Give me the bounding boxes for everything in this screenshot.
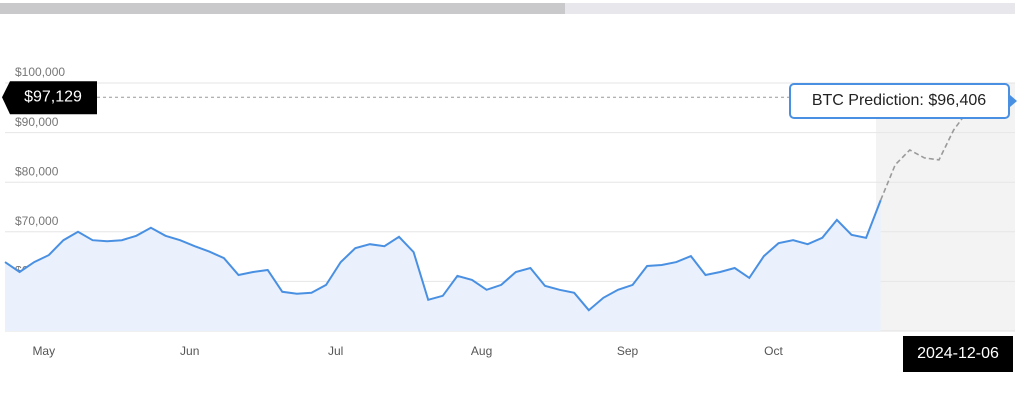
x-tick-label: Jun: [180, 344, 199, 358]
x-tick-label: Jul: [328, 344, 343, 358]
tooltip-box: [789, 83, 1010, 119]
tooltip-text: BTC Prediction: $96,406: [812, 92, 986, 109]
y-tick-label: $70,000: [15, 214, 59, 228]
overlay: 2024-12-06 $97,129 BTC Prediction: $96,406: [2, 81, 1017, 372]
price-marker-box: [2, 81, 97, 115]
x-tick-label: Oct: [764, 344, 783, 358]
x-highlight-box: [903, 336, 1013, 372]
y-tick-label: $90,000: [15, 115, 59, 129]
x-tick-label: Sep: [617, 344, 639, 358]
price-line: [4, 199, 882, 312]
x-tick-label: Aug: [471, 344, 492, 358]
forecast-region: [876, 83, 1015, 331]
area: [5, 200, 881, 331]
scroll-thumb[interactable]: [0, 3, 565, 14]
x-tick-label: May: [32, 344, 55, 358]
price-marker-label: $97,129: [24, 88, 82, 105]
y-tick-label: $80,000: [15, 164, 59, 178]
x-highlight-label: 2024-12-06: [917, 345, 999, 362]
y-tick-label: $100,000: [15, 65, 65, 79]
tooltip-pointer: [1010, 95, 1017, 107]
